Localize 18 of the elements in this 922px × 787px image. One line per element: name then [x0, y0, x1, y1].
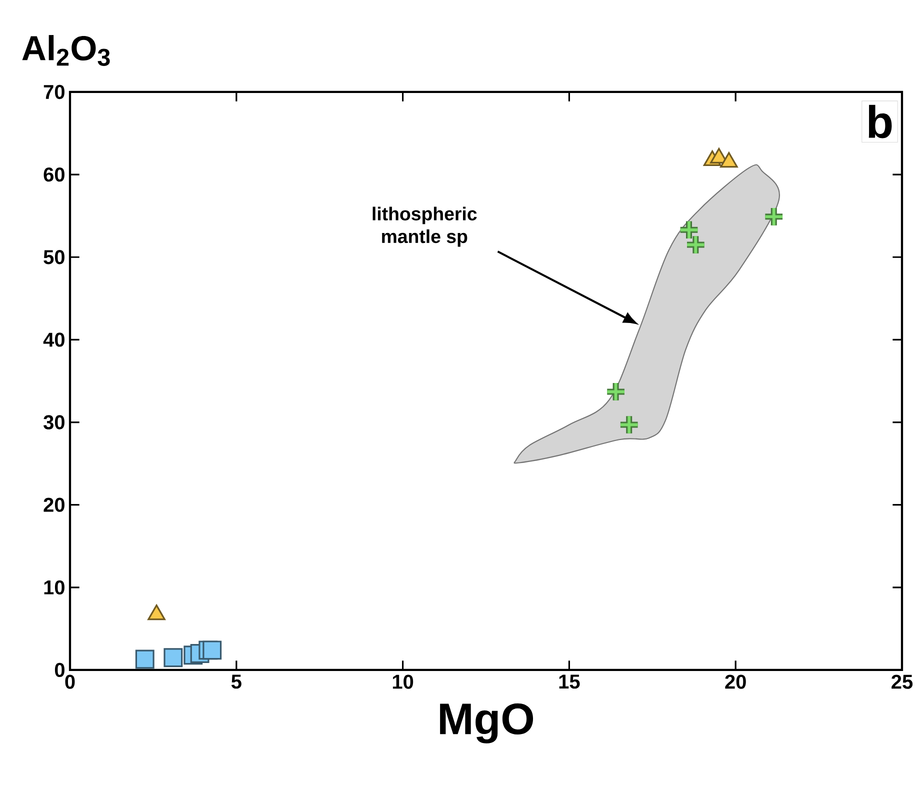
- y-tick-label: 40: [43, 332, 64, 347]
- y-tick-label: 10: [44, 580, 64, 594]
- y-tick-label: 0: [54, 662, 64, 678]
- annotation: b: [868, 104, 892, 138]
- y-tick-label: 30: [44, 415, 64, 430]
- x-tick-label: 10: [392, 674, 414, 689]
- y-axis-title: Al$_{2}$O$_{3}$: [22, 35, 110, 66]
- x-tick-label: 20: [725, 674, 746, 689]
- y-tick-label: 70: [44, 84, 64, 100]
- y-tick-label: 50: [44, 250, 64, 264]
- annotation: lithospheric mantle sp: [372, 206, 477, 247]
- y-tick-label: 20: [44, 498, 64, 512]
- x-tick-label: 0: [65, 674, 75, 689]
- x-tick-label: 25: [892, 674, 913, 689]
- x-tick-label: 5: [231, 674, 242, 689]
- x-axis-title: MgO: [440, 703, 534, 744]
- x-tick-label: 15: [559, 674, 580, 689]
- y-tick-label: 60: [44, 167, 64, 182]
